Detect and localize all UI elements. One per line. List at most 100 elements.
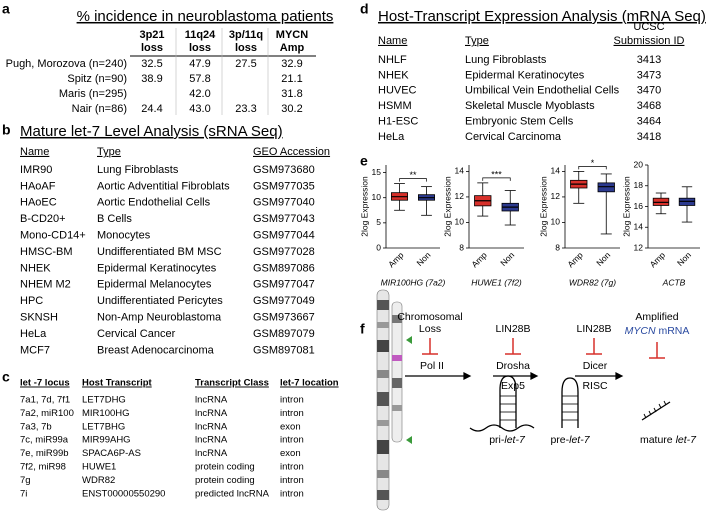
table-cell: HUVEC [378,85,417,97]
table-cell: lncRNA [195,395,228,406]
table-cell: 24.4 [141,103,162,115]
table-cell: HAoEC [20,197,57,209]
column-header: loss [189,42,211,54]
panel-label: b [2,122,11,138]
table-cell: predicted lncRNA [195,488,270,499]
column-header: 3p21 [139,29,164,41]
table-cell: NHEK [378,69,409,81]
enzyme-label: Dicer [583,360,608,372]
rna-label: pri-let-7 [489,434,526,446]
y-tick-label: 8 [555,242,560,252]
table-cell: Breast Adenocarcinoma [97,344,215,356]
table-cell: HSMM [378,100,412,112]
enzyme-label: Drosha [496,360,530,372]
x-tick-label: Amp [469,250,489,270]
y-tick-label: 14 [634,222,644,232]
table-cell: SKNSH [20,312,58,324]
table-cell: GSM977047 [253,279,315,291]
table-cell: SPACA6P-AS [82,448,141,459]
table-cell: ENST00000550290 [82,488,165,499]
rna-word: mRNA [658,325,689,337]
panel-label: d [360,1,369,17]
column-header: MYCN [276,29,308,41]
y-tick-label: 12 [634,242,644,252]
table-cell: 3413 [637,54,661,66]
table-cell: 7a2, miR100 [20,408,74,419]
y-tick-label: 0 [376,242,381,252]
regulator-label: LIN28B [576,323,611,335]
table-cell: 32.9 [281,58,302,70]
table-cell: 32.5 [141,58,162,70]
table-cell: GSM897079 [253,328,315,340]
x-tick-label: Non [498,250,516,268]
table-cell: Monocytes [97,230,151,242]
enzyme-label: RISC [582,380,608,392]
table-cell: 31.8 [281,88,302,100]
column-header: Host Transcript [82,378,153,389]
table-cell: intron [280,462,304,473]
table-cell: MIR100HG [82,408,130,419]
panel-label: f [360,321,365,337]
y-tick-label: 14 [455,166,465,176]
table-cell: Mono-CD14+ [20,230,86,242]
y-tick-label: 10 [455,217,465,227]
table-cell: protein coding [195,475,255,486]
table-cell: Epidermal Melanocytes [97,279,212,291]
table-cell: Epidermal Keratinocytes [97,262,217,274]
pathway-arrows [405,372,624,380]
box [597,182,615,193]
table-cell: 7f2, miR98 [20,462,66,473]
table-cell: 30.2 [281,103,302,115]
table-cell: protein coding [195,462,255,473]
table-cell: Lung Fibroblasts [97,164,179,176]
table-cell: MIR99AHG [82,435,131,446]
table-cell: 7a3, 7b [20,421,52,432]
table-cell: HeLa [378,131,405,143]
y-tick-label: 15 [372,167,382,177]
table-cell: GSM897086 [253,262,315,274]
table-cell: 7c, miR99a [20,435,69,446]
table-title: Mature let-7 Level Analysis (sRNA Seq) [20,123,283,140]
significance-label: *** [491,169,502,179]
x-tick-label: Amp [386,250,406,270]
table-cell: 3473 [637,69,661,81]
table-cell: Undifferentiated BM MSC [97,246,222,258]
column-header: Name [20,146,49,158]
table-cell: 38.9 [141,73,162,85]
table-cell: GSM977035 [253,180,315,192]
table-cell: exon [280,421,301,432]
column-header: Type [465,35,489,47]
table-cell: 3468 [637,100,661,112]
column-header: UCSC [633,21,664,33]
panel-label: e [360,153,368,169]
table-cell: intron [280,395,304,406]
table-cell: GSM897081 [253,344,315,356]
table-cell: HUWE1 [82,462,116,473]
table-cell: 47.9 [189,58,210,70]
column-header: GEO Accession [253,146,330,158]
x-tick-label: Non [594,250,612,268]
column-header: loss [235,42,257,54]
y-tick-label: 18 [634,180,644,190]
x-axis-label: MIR100HG (7a2) [381,277,446,287]
table-cell: intron [280,488,304,499]
significance-bracket [482,177,511,181]
y-axis-label: 2log Expression [442,176,452,237]
rna-prefix: pre- [550,434,569,446]
x-axis-label: ACTB [662,277,686,287]
x-tick-label: Non [675,250,693,268]
table-cell: lncRNA [195,448,228,459]
table-cell: HeLa [20,328,47,340]
x-tick-label: Amp [565,250,585,270]
table-cell: lncRNA [195,435,228,446]
significance-bracket [399,178,427,182]
table-cell: 7g [20,475,31,486]
enzyme-label: Exp5 [501,380,525,392]
rna-label: pre-let-7 [550,434,590,446]
table-cell: NHLF [378,54,407,66]
rna-label: mature let-7 [640,434,697,446]
row-label: Pugh, Morozova (n=240) [6,58,127,70]
table-cell: 3418 [637,131,661,143]
column-header: Submission ID [614,35,685,47]
table-cell: 7e, miR99b [20,448,69,459]
